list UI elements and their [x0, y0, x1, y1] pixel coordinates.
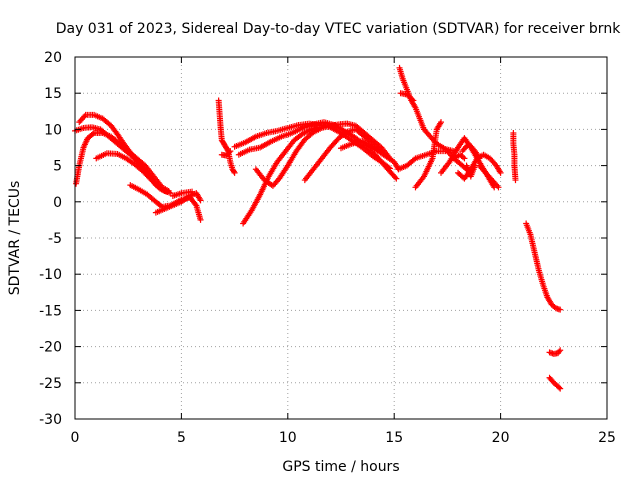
- series-arc-13: [252, 120, 393, 189]
- y-tick-label: -20: [39, 340, 62, 356]
- data-point: [472, 162, 479, 169]
- series-arc-07: [169, 188, 196, 200]
- y-tick-label: -30: [39, 412, 62, 428]
- y-tick-label: 15: [44, 86, 62, 102]
- y-tick-label: 10: [44, 122, 62, 138]
- data-point: [497, 169, 504, 176]
- axis-ticks: 0 5 10 15 20 25 -30 -25 -20 -15 -10 -5 0 5 10 15 20: [39, 50, 616, 446]
- series-arc-15: [338, 137, 402, 173]
- data-point: [197, 197, 204, 204]
- data-point: [556, 384, 563, 391]
- series-arc-14: [301, 126, 385, 184]
- data-point: [409, 96, 416, 103]
- chart-title: Day 031 of 2023, Sidereal Day-to-day VTE…: [56, 21, 621, 37]
- data-point: [410, 97, 417, 104]
- series-arc-26: [510, 130, 519, 184]
- data-point: [557, 306, 564, 313]
- data-point: [230, 168, 237, 175]
- series-arc-18: [397, 90, 417, 104]
- data-point: [197, 216, 204, 223]
- y-tick-label: -5: [48, 231, 62, 247]
- y-tick-label: -10: [39, 267, 62, 283]
- data-point: [393, 175, 400, 182]
- x-tick-label: 5: [177, 430, 186, 446]
- data-point: [557, 385, 564, 392]
- x-tick-label: 25: [598, 430, 616, 446]
- data-point: [495, 184, 502, 191]
- data-point: [192, 201, 199, 208]
- y-axis-label: SDTVAR / TECUs: [7, 181, 23, 296]
- data-point: [89, 131, 96, 138]
- data-point: [392, 174, 399, 181]
- series-arc-29: [546, 374, 564, 392]
- series-arc-27: [523, 220, 564, 313]
- series-arc-08: [215, 97, 238, 176]
- series-arc-22: [476, 162, 502, 191]
- data-point: [438, 119, 445, 126]
- data-point: [461, 155, 468, 162]
- y-tick-label: 20: [44, 50, 62, 66]
- data-points: [72, 64, 564, 392]
- x-tick-label: 15: [385, 430, 403, 446]
- series-arc-23: [450, 151, 468, 162]
- data-point: [226, 149, 233, 156]
- series-arc-19: [412, 119, 445, 191]
- y-tick-label: 0: [53, 195, 62, 211]
- series-arc-17: [396, 64, 457, 155]
- series-arc-09: [218, 148, 234, 159]
- y-tick-label: -25: [39, 376, 62, 392]
- data-point: [157, 184, 164, 191]
- series-arc-24: [463, 162, 479, 180]
- data-point: [557, 347, 564, 354]
- x-axis-label: GPS time / hours: [282, 459, 399, 475]
- grid: [75, 57, 607, 419]
- x-tick-label: 20: [492, 430, 510, 446]
- data-point: [189, 188, 196, 195]
- series-arc-04: [93, 150, 164, 191]
- series-arc-28: [546, 347, 564, 357]
- x-tick-label: 0: [71, 430, 80, 446]
- x-tick-label: 10: [279, 430, 297, 446]
- data-point: [231, 169, 238, 176]
- y-tick-label: -15: [39, 303, 62, 319]
- series-arc-25: [459, 140, 483, 162]
- y-tick-label: 5: [53, 159, 62, 175]
- data-point: [476, 155, 483, 162]
- data-point: [512, 177, 519, 184]
- data-point: [227, 148, 234, 155]
